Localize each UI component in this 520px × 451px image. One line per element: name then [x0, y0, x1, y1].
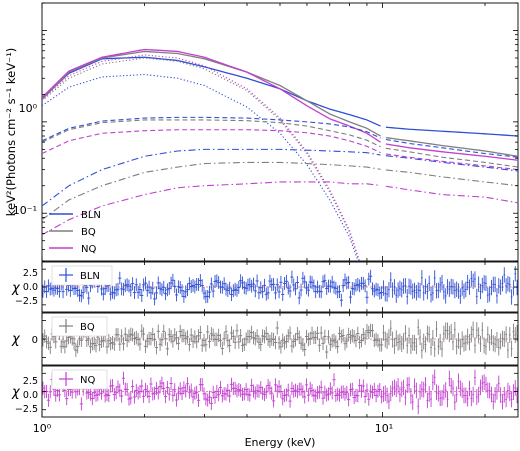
spectrum-y-tick-label: 10⁰	[19, 102, 38, 115]
x-tick-label: 10¹	[375, 422, 393, 435]
series-nq-line-low	[42, 181, 381, 236]
series-nq-total-low	[42, 48, 381, 143]
residual-nq-tick: −2.5	[15, 404, 38, 415]
residuals-bln	[42, 266, 518, 307]
spectrum-y-tick-label: 10⁻¹	[13, 204, 37, 217]
residual-bln-tick: 0.0	[23, 282, 38, 293]
residual-bln-tick: −2.5	[15, 296, 38, 307]
x-tick-label: 10⁰	[33, 422, 52, 435]
series-bq-total-high	[385, 136, 518, 157]
series-bq-comptonized-high	[385, 147, 518, 168]
residual-legend-label-bln: BLN	[80, 271, 100, 282]
series-nq-comptonized-high	[385, 153, 518, 171]
series-bln-thermal-low	[42, 73, 359, 261]
series-bln-total-low	[42, 56, 381, 127]
series-bln-line-low	[42, 148, 381, 207]
residual-legend-label-bq: BQ	[80, 322, 95, 333]
residual-bln-tick: 2.5	[23, 268, 38, 279]
axis-ticks	[41, 2, 518, 417]
residuals-nq	[42, 369, 518, 415]
series-bln-comptonized-high	[385, 138, 518, 158]
residual-nq-tick: 2.5	[23, 376, 38, 387]
residual-y-label-bq: χ	[11, 332, 21, 347]
x-axis-label: Energy (keV)	[245, 436, 316, 449]
series-bq-line-high	[385, 169, 518, 187]
spectrum-y-axis-label: keV²(Photons cm⁻² s⁻¹ keV⁻¹)	[4, 48, 18, 217]
residual-legend-bln: BLN	[51, 265, 113, 286]
legend-label-bln: BLN	[81, 210, 101, 221]
residual-legend-label-nq: NQ	[80, 375, 95, 386]
legend-label-bq: BQ	[81, 227, 96, 238]
residual-bq-tick: 0	[32, 335, 38, 346]
series-nq-comptonized-low	[42, 129, 381, 155]
residual-legend-bq: BQ	[51, 316, 108, 337]
residual-y-label-nq: χ	[11, 385, 21, 400]
residual-nq-tick: 0.0	[23, 390, 38, 401]
residual-y-label-bln: χ	[11, 281, 21, 296]
series-bln-comptonized-low	[42, 116, 381, 142]
spectrum-legend: BLN BQ NQ	[49, 210, 101, 255]
residuals-bq	[42, 319, 518, 359]
series-bln-total-high	[385, 126, 518, 137]
residual-legend-nq: NQ	[51, 369, 108, 390]
series-bq-line-low	[42, 161, 381, 221]
series-nq-total-high	[385, 143, 518, 161]
series-nq-line-high	[385, 185, 518, 204]
spectrum-curves	[42, 48, 518, 261]
series-bln-line-high	[385, 155, 518, 172]
legend-label-nq: NQ	[81, 244, 96, 255]
series-bq-thermal-low	[42, 57, 360, 261]
series-nq-thermal-low	[42, 54, 361, 261]
